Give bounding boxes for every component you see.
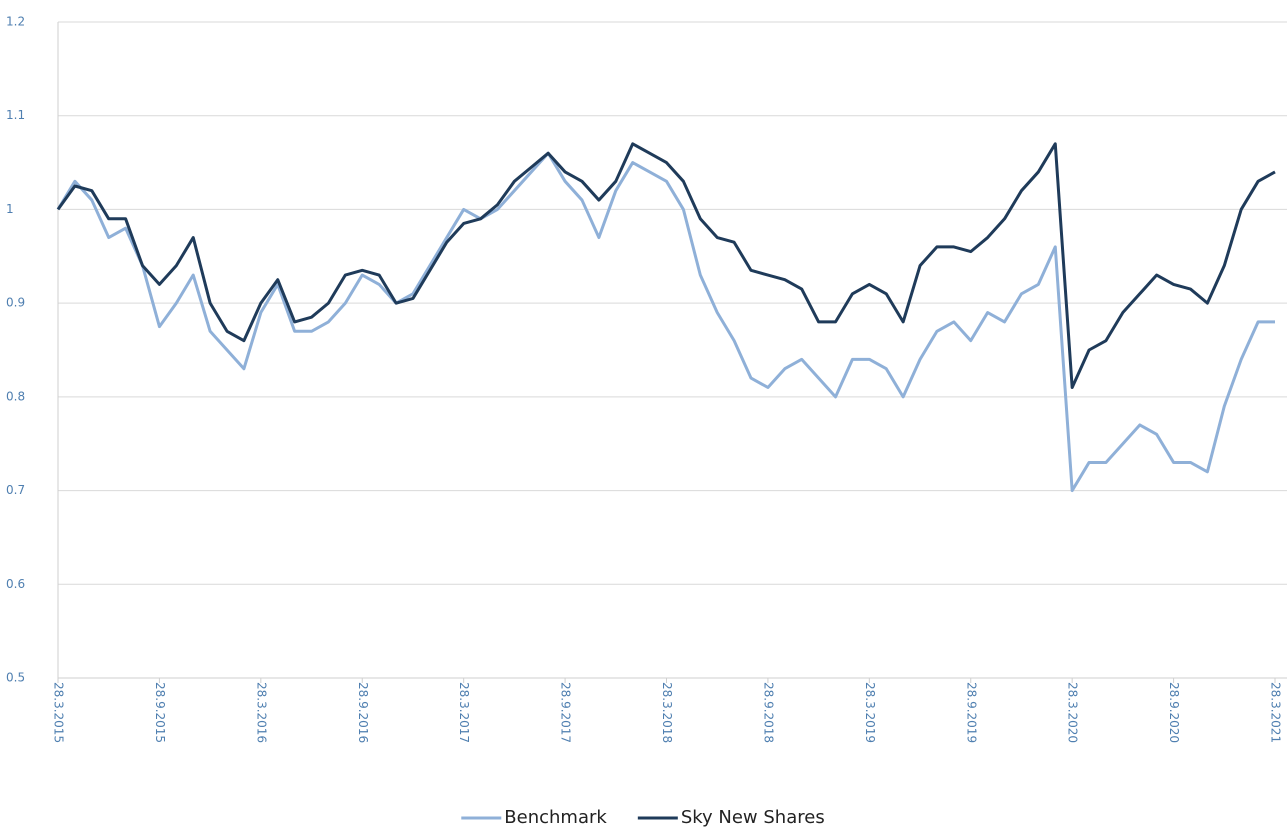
x-tick-label: 28.9.2017 [559,682,573,743]
x-tick-label: 28.9.2019 [964,682,978,743]
x-tick-label: 28.3.2017 [457,682,471,743]
x-tick-label: 28.3.2016 [254,682,268,743]
x-tick-label: 28.3.2019 [863,682,877,743]
x-tick-label: 28.3.2018 [660,682,674,743]
legend-label: Sky New Shares [681,807,825,828]
y-tick-label: 0.7 [6,483,25,497]
y-tick-label: 0.9 [6,296,25,310]
x-tick-label: 28.3.2020 [1066,682,1080,743]
x-tick-label: 28.9.2020 [1167,682,1181,743]
x-tick-label: 28.9.2016 [356,682,370,743]
series-line [56,142,1276,389]
legend-label: Benchmark [504,807,607,828]
x-tick-label: 28.3.2021 [1269,682,1283,743]
x-tick-label: 28.3.2015 [52,682,66,743]
y-tick-label: 0.8 [6,389,25,403]
legend: Benchmark Sky New Shares [461,807,825,828]
x-tick-label: 28.9.2018 [761,682,775,743]
y-tick-label: 0.5 [6,671,25,685]
x-tick-label: 28.9.2015 [153,682,167,743]
y-tick-label: 0.6 [6,577,25,591]
y-tick-label: 1.1 [6,108,25,122]
y-tick-label: 1 [6,202,14,216]
series-line [56,151,1275,493]
y-tick-label: 1.2 [6,15,25,29]
